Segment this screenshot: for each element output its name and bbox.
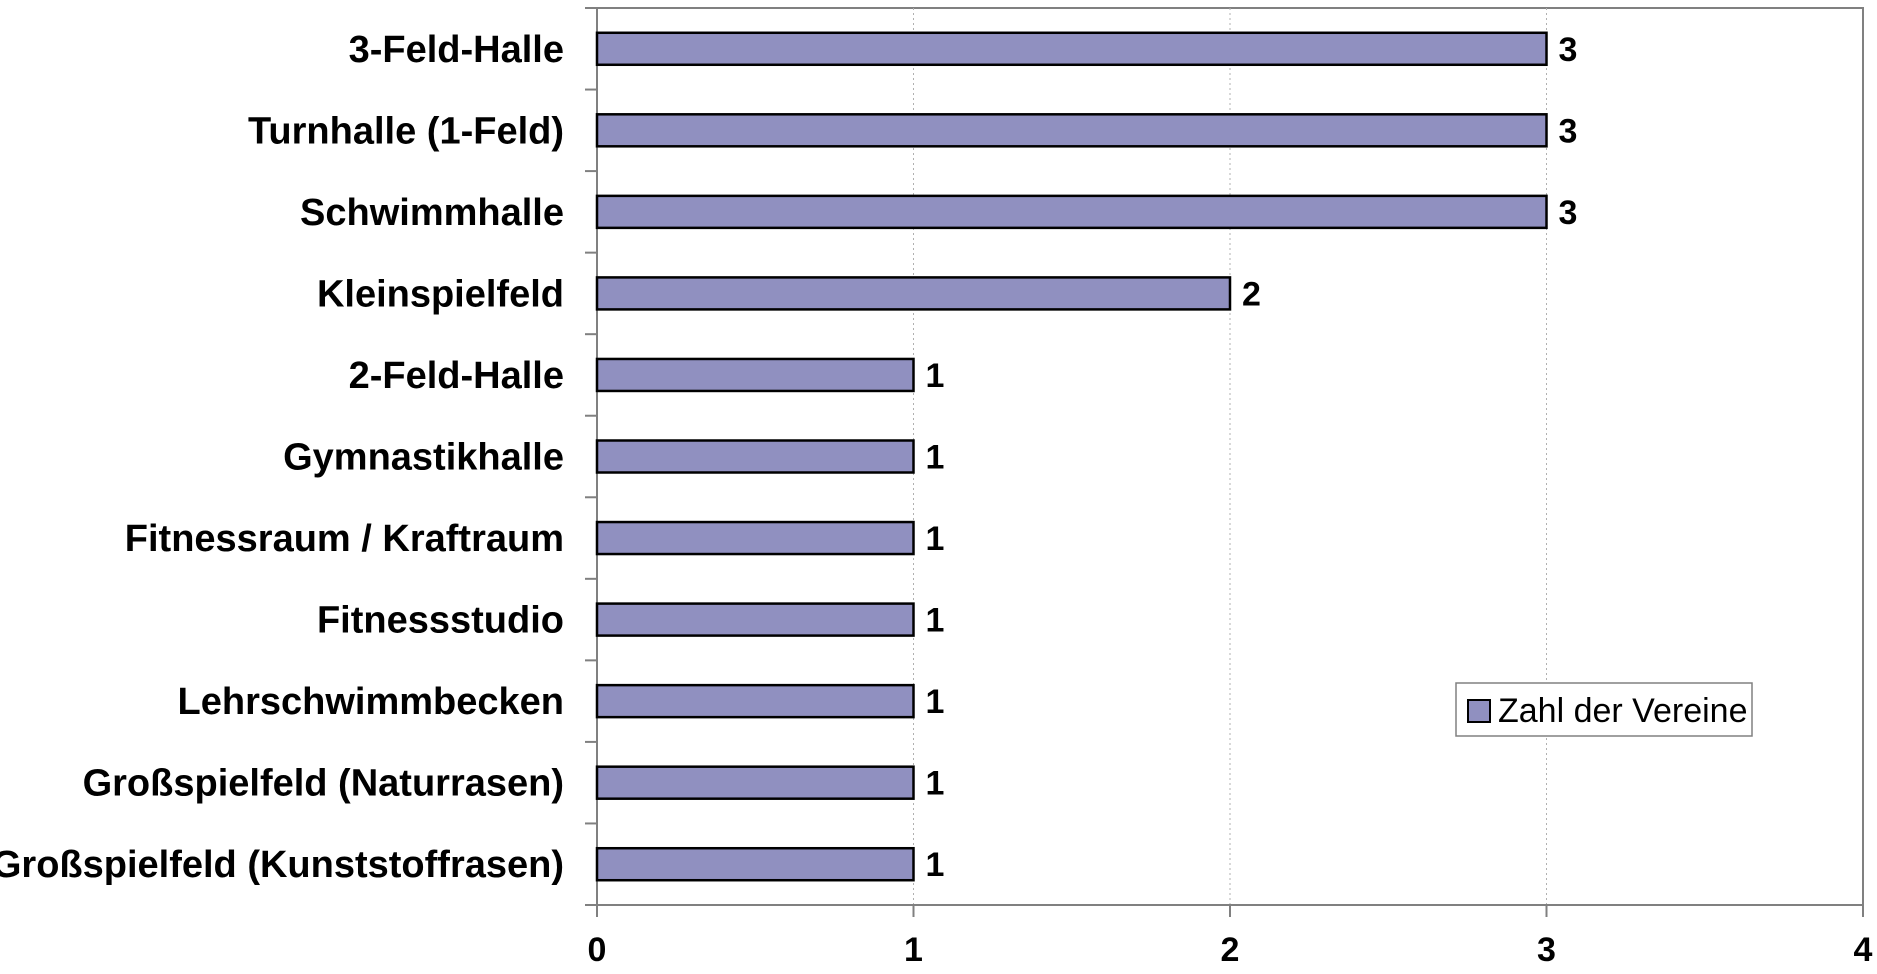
bar [595,520,915,556]
data-label: 2 [1242,275,1261,313]
data-label: 1 [926,846,945,884]
bar [595,357,915,393]
x-tick-label: 4 [1854,931,1873,969]
data-label: 1 [926,357,945,395]
category-labels: 3-Feld-Halle Turnhalle (1-Feld) Schwimmhal… [0,29,564,886]
category-label: Kleinspielfeld [317,273,564,315]
x-tick-label: 2 [1221,931,1240,969]
x-tick-label: 3 [1537,931,1556,969]
bar [595,113,1548,148]
data-label: 1 [926,683,945,721]
bar [595,683,915,719]
x-tick-label: 0 [588,931,607,969]
legend-swatch [1467,699,1491,723]
x-tick-label: 1 [904,931,923,969]
category-label: Gymnastikhalle [283,437,564,479]
data-label: 1 [926,439,945,477]
bar [595,276,1232,311]
bar [595,602,915,637]
bar [595,31,1548,67]
category-label: Großspielfeld (Kunststoffrasen) [0,844,564,886]
data-label: 1 [926,602,945,640]
category-label: 3-Feld-Halle [349,29,564,71]
legend-box [1455,682,1753,737]
legend: Zahl der Vereine [1455,682,1753,737]
bar [595,194,1548,230]
category-label: 2-Feld-Halle [349,355,564,397]
bar [595,846,915,882]
legend-label: Zahl der Vereine [1498,692,1748,730]
category-label: Großspielfeld (Naturrasen) [83,763,564,805]
data-label: 1 [926,765,945,803]
data-label: 1 [926,520,945,558]
category-label: Fitnessstudio [317,600,564,642]
category-label: Lehrschwimmbecken [178,681,564,723]
data-label: 3 [1559,112,1578,150]
category-label: Schwimmhalle [300,192,564,234]
category-label: Turnhalle (1-Feld) [248,110,564,152]
bar [595,439,915,474]
category-label: Fitnessraum / Kraftraum [125,518,564,560]
data-label: 3 [1559,31,1578,69]
bars [595,31,1548,882]
x-axis-ticks: 0 1 2 3 4 [588,931,1873,969]
bar [595,765,915,800]
data-label: 3 [1559,194,1578,232]
data-labels: 3 3 3 2 1 1 1 1 1 1 1 [926,31,1578,884]
